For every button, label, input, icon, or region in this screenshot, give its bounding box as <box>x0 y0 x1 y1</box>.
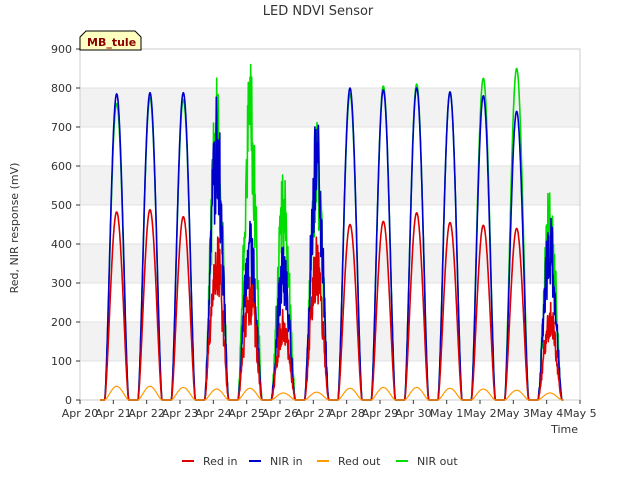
y-tick-label: 300 <box>51 277 72 290</box>
x-tick-label: May 3 <box>497 407 530 420</box>
grid-band <box>80 166 580 205</box>
y-tick-label: 100 <box>51 355 72 368</box>
legend-label-nir-out: NIR out <box>417 455 458 468</box>
y-tick-label: 500 <box>51 199 72 212</box>
legend: Red in NIR in Red out NIR out <box>182 455 458 468</box>
chart-title: LED NDVI Sensor <box>263 4 374 19</box>
grid-band <box>80 322 580 361</box>
site-tag-box <box>79 30 142 51</box>
x-tick-label: Apr 30 <box>395 407 432 420</box>
x-axis-label: Time <box>550 423 578 436</box>
x-tick-label: Apr 24 <box>195 407 232 420</box>
site-tag-text: MB_tule <box>87 36 136 49</box>
x-tick-label: May 1 <box>430 407 463 420</box>
legend-label-nir-in: NIR in <box>270 455 303 468</box>
x-tick-label: Apr 22 <box>128 407 165 420</box>
x-tick-label: May 5 <box>563 407 596 420</box>
x-tick-label: Apr 25 <box>228 407 265 420</box>
x-tick-label: Apr 27 <box>295 407 332 420</box>
x-tick-label: Apr 28 <box>328 407 365 420</box>
y-tick-label: 200 <box>51 316 72 329</box>
y-tick-label: 600 <box>51 160 72 173</box>
y-tick-label: 0 <box>65 394 72 407</box>
y-tick-label: 400 <box>51 238 72 251</box>
x-tick-label: Apr 20 <box>62 407 99 420</box>
x-tick-label: Apr 23 <box>162 407 199 420</box>
series-line-red-out <box>99 385 564 401</box>
legend-label-red-in: Red in <box>203 455 237 468</box>
grid-band <box>80 244 580 283</box>
y-axis-label: Red, NIR response (mV) <box>8 163 21 294</box>
x-tick-label: May 2 <box>463 407 496 420</box>
x-tick-label: May 4 <box>530 407 563 420</box>
y-tick-label: 800 <box>51 82 72 95</box>
y-tick-label: 900 <box>51 43 72 56</box>
x-tick-label: Apr 26 <box>262 407 299 420</box>
x-tick-label: Apr 29 <box>362 407 399 420</box>
x-tick-label: Apr 21 <box>95 407 132 420</box>
series-line-red-in <box>99 208 564 401</box>
legend-label-red-out: Red out <box>338 455 381 468</box>
site-tag: MB_tule <box>79 30 142 51</box>
grid-band <box>80 88 580 127</box>
y-tick-label: 700 <box>51 121 72 134</box>
